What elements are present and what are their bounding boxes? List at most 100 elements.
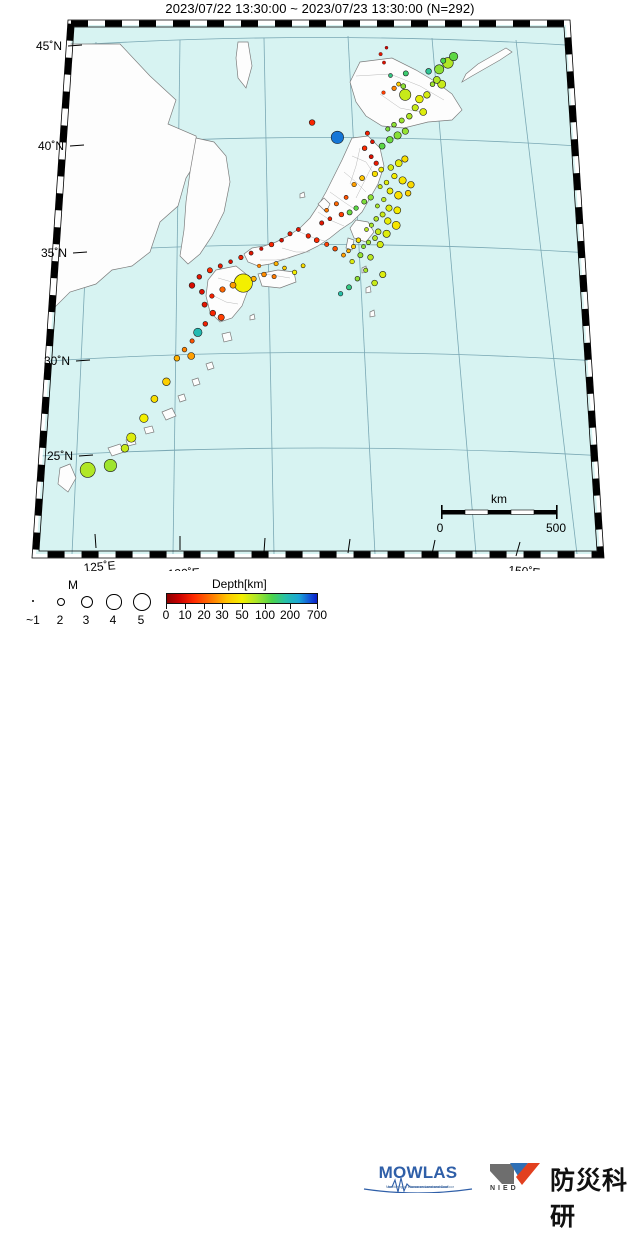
lon-label-135e: 135˚E: [252, 570, 284, 571]
depth-colorbar-labels: 0 10 20 30 50 100 200 700: [150, 608, 340, 624]
epicenter-marker: [363, 267, 369, 273]
epicenter-marker: [103, 458, 117, 473]
epicenter-marker: [425, 68, 432, 75]
epicenter-marker: [384, 45, 389, 50]
epicenter-marker: [440, 57, 447, 64]
ryukyu-5: [143, 425, 155, 435]
epicenter-marker: [282, 265, 287, 271]
epicenter-marker: [378, 142, 386, 150]
honshu: [243, 135, 385, 267]
epicenter-marker: [324, 241, 330, 247]
epicenter-marker: [378, 166, 384, 173]
map-canvas: 45˚N 40˚N 35˚N 30˚N 25˚N 125˚E 130˚E 135…: [28, 16, 608, 571]
epicenter-marker: [305, 233, 311, 239]
sakhalin: [235, 41, 253, 89]
epicenter-marker: [193, 327, 203, 337]
epicenter-marker: [324, 207, 329, 213]
depth-tick: [222, 604, 223, 609]
epicenter-marker: [402, 70, 409, 77]
epicenter-marker: [351, 244, 356, 250]
epicenter-marker: [296, 227, 301, 232]
epicenter-marker: [300, 263, 306, 269]
epicenter-marker: [187, 352, 195, 360]
scalebar-unit-label: km: [491, 492, 507, 506]
epicenter-marker: [261, 271, 267, 278]
epicenter-marker: [398, 117, 405, 124]
epicenter-marker: [219, 286, 226, 293]
graticule-meridians: [71, 35, 578, 554]
epicenter-marker: [268, 241, 275, 248]
legend-strip: M ~1 2 3 4 5 Depth[km] 0 10 20 30 50 100 200 700 MO…: [0, 575, 640, 1231]
epicenter-marker: [279, 237, 284, 243]
epicenter-marker: [349, 259, 355, 265]
izu-islands-2: [365, 285, 372, 294]
scalebar: [441, 505, 558, 519]
epicenter-marker: [217, 263, 223, 269]
depth-tick: [185, 604, 186, 609]
lat-label-45n: 45˚N: [36, 39, 62, 53]
osumi-islands: [221, 331, 233, 343]
epicenter-marker: [343, 195, 349, 200]
lat-label-30n: 30˚N: [44, 354, 70, 368]
epicenter-marker: [404, 190, 412, 197]
epicenter-marker: [209, 293, 215, 299]
epicenter-marker: [371, 279, 378, 287]
kuril-islands: [461, 47, 513, 83]
epicenter-marker: [400, 83, 407, 89]
lat-label-40n: 40˚N: [38, 139, 64, 153]
epicenter-marker: [330, 130, 344, 144]
scalebar-end-label: 500: [546, 521, 566, 535]
epicenter-marker: [351, 181, 357, 188]
epicenter-marker: [375, 228, 382, 235]
epicenter-marker: [401, 127, 409, 135]
epicenter-marker: [393, 206, 402, 215]
epicenter-marker: [370, 139, 375, 145]
depth-tick: [317, 604, 318, 609]
epicenter-marker: [373, 160, 379, 166]
epicenter-marker: [361, 145, 368, 151]
magnitude-label: 4: [109, 613, 117, 627]
nied-mark-icon: [490, 1163, 540, 1185]
epicenter-marker: [391, 85, 397, 91]
epicenter-marker: [259, 246, 264, 251]
epicenter-marker: [79, 462, 96, 478]
magnitude-label: 5: [137, 613, 145, 627]
magnitude-symbol: [81, 596, 93, 608]
epicenter-marker: [368, 222, 374, 228]
koshiki-islands: [249, 313, 256, 321]
epicenter-layer: [79, 45, 459, 478]
epicenter-marker: [238, 254, 244, 260]
epicenter-marker: [368, 154, 374, 160]
epicenter-marker: [393, 131, 402, 140]
earthquake-map: 45˚N 40˚N 35˚N 30˚N 25˚N 125˚E 130˚E 135…: [0, 16, 640, 571]
epicenter-marker: [333, 201, 339, 207]
scalebar-start-label: 0: [437, 521, 444, 535]
depth-tick: [265, 604, 266, 609]
epicenter-marker: [381, 197, 387, 203]
magnitude-symbol: [57, 598, 65, 606]
epicenter-marker: [209, 309, 216, 317]
axis-labels: 45˚N 40˚N 35˚N 30˚N 25˚N 125˚E 130˚E 135…: [36, 39, 566, 571]
epicenter-marker: [196, 274, 202, 280]
lon-label-145e: 145˚E: [424, 569, 457, 571]
okinawa: [161, 407, 177, 421]
depth-legend-title: Depth[km]: [212, 577, 267, 591]
epicenter-marker: [257, 263, 262, 268]
magnitude-symbol: [32, 600, 34, 602]
nied-japanese-name: 防災科研: [550, 1166, 629, 1231]
lon-label-150e: 150˚E: [508, 563, 541, 571]
epicenter-marker: [411, 104, 419, 112]
depth-tick-label: 200: [279, 608, 301, 622]
depth-tick-label: 20: [197, 608, 211, 622]
mowlas-logo: MOWLAS Monitoring of Waves on Land and S…: [358, 1163, 478, 1197]
lat-label-25n: 25˚N: [47, 449, 73, 463]
izu-islands-3: [369, 309, 376, 318]
epicenter-marker: [381, 90, 386, 95]
depth-tick: [204, 604, 205, 609]
epicenter-marker: [332, 246, 338, 252]
epicenter-marker: [206, 267, 213, 274]
epicenter-marker: [378, 52, 383, 57]
epicenter-marker: [384, 217, 392, 225]
korea: [179, 137, 231, 265]
lon-label-130e: 130˚E: [167, 565, 200, 571]
